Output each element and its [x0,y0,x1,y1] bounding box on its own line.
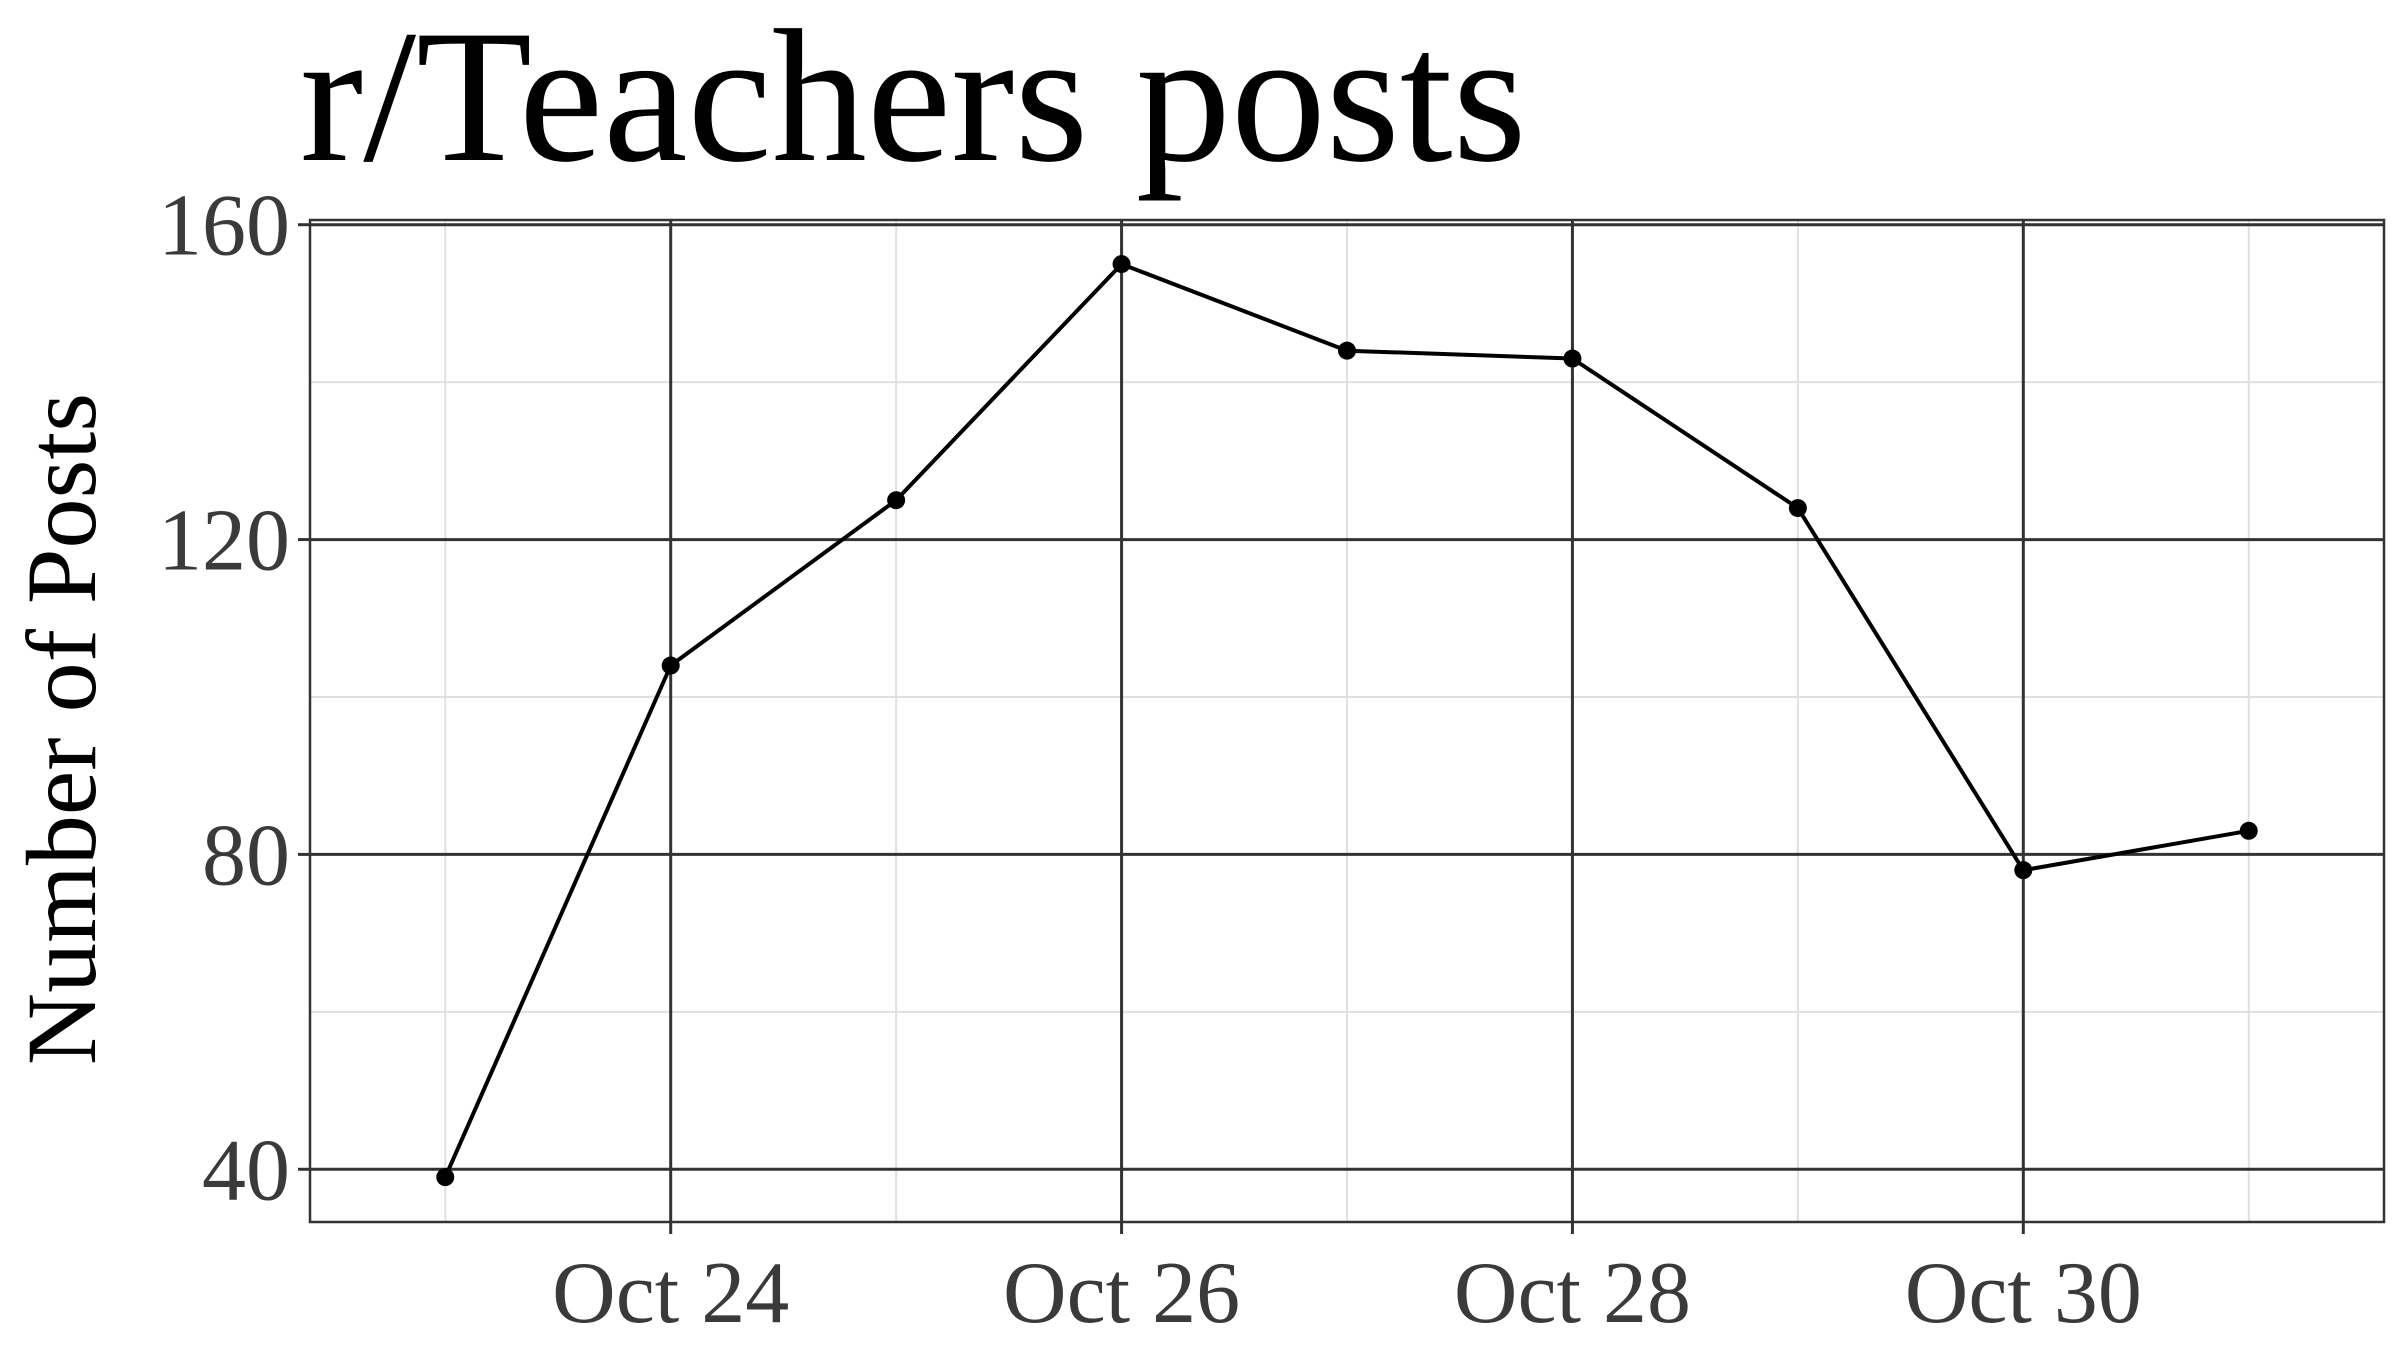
plot-area: 40 80 120 160 Oct 24 Oct 26 Oct 28 Oct 30 [158,178,2386,1342]
y-tick-label: 40 [202,1122,290,1219]
data-point [661,656,680,675]
chart-title: r/Teachers posts [300,0,1527,202]
data-point [1788,499,1807,518]
y-axis-label: Number of Posts [6,393,117,1065]
data-point [2014,861,2033,880]
y-tick-label: 120 [158,493,290,590]
x-tick-label: Oct 28 [1454,1245,1691,1342]
x-tick-label: Oct 26 [1003,1245,1240,1342]
data-point [1563,349,1582,368]
panel-border [308,218,2386,1224]
y-tick-label: 160 [158,178,290,275]
data-point [1338,341,1356,360]
data-point [887,491,906,510]
x-tick-label: Oct 24 [552,1245,789,1342]
y-tick-label: 80 [202,807,290,904]
data-point [436,1168,455,1187]
data-point [1112,255,1131,274]
x-tick-label: Oct 30 [1905,1245,2142,1342]
data-point [2239,821,2258,840]
